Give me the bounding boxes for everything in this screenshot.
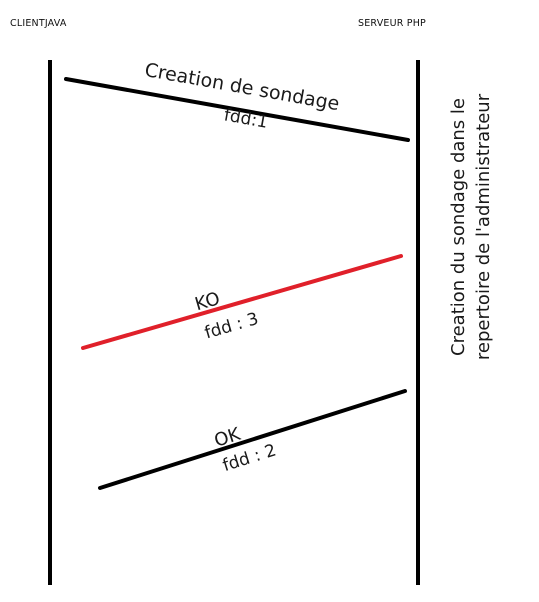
message-ko-sublabel: fdd : 3 [202,309,260,343]
message-ko-label: KO [193,288,223,315]
message-ko-line [81,254,403,350]
message-ok-label: OK [212,423,244,451]
message-creation-label: Creation de sondage [143,59,341,115]
server-note: Creation du sondage dans le repertoire d… [448,93,494,360]
message-creation: Creation de sondage fdd:1 [64,59,410,142]
server-note-line2: repertoire de l'administrateur [473,93,494,360]
server-note-line1: Creation du sondage dans le [448,98,469,356]
participant-server-label: SERVEUR PHP [358,18,426,29]
message-ok: OK fdd : 2 [98,389,407,490]
message-ok-line [98,389,407,490]
message-creation-sublabel: fdd:1 [222,105,269,132]
message-ko: KO fdd : 3 [81,254,403,350]
participant-client-label: CLIENTJAVA [10,18,67,29]
message-creation-line [64,77,410,142]
